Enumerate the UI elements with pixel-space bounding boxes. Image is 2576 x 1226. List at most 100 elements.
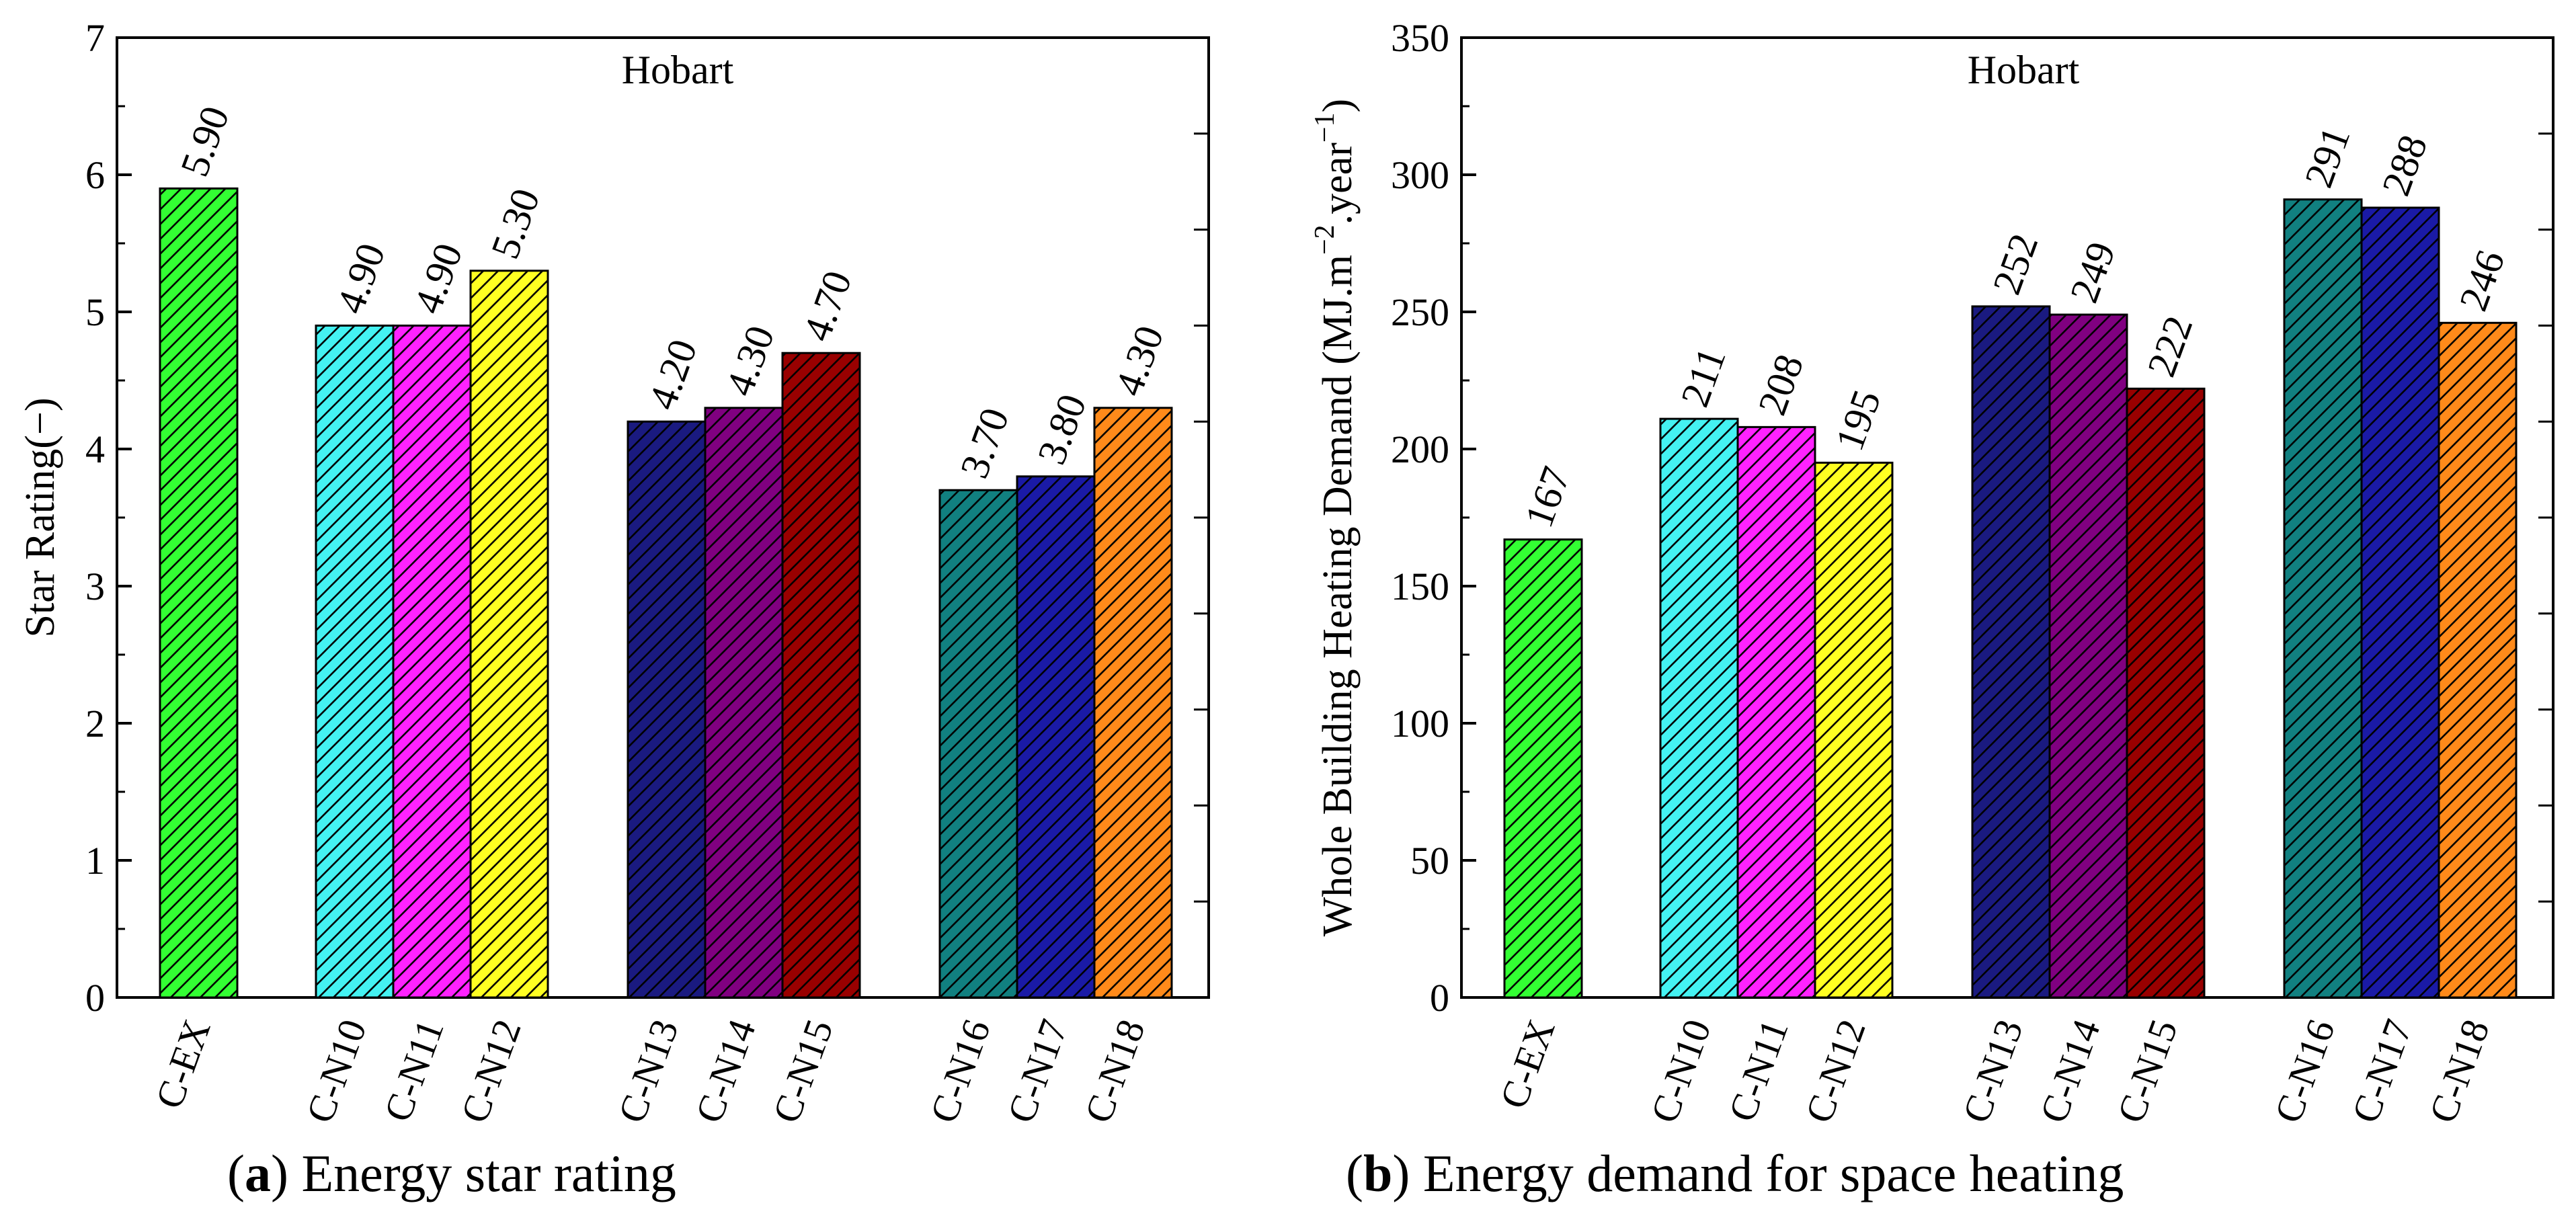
caption-b: (b) Energy demand for space heating — [1346, 1144, 2124, 1202]
y-axis-ticks-a: 0 1 2 3 4 5 6 7 — [85, 16, 1209, 1020]
bar-outline — [2438, 321, 2518, 999]
bar-c-n11 — [1736, 425, 1816, 999]
data-label: 222 — [2139, 311, 2202, 382]
data-label: 4.90 — [328, 238, 394, 319]
y-tick-label: 3 — [85, 565, 105, 608]
bar-outline — [627, 420, 707, 999]
x-tick-label: C-N18 — [2421, 1014, 2498, 1129]
bar-c-n17 — [1016, 475, 1096, 999]
x-tick-label: C-N11 — [375, 1014, 452, 1127]
bar-c-n10 — [315, 324, 395, 999]
bars-a: 5.904.90 4.905.304.20 4.304.703.70 3.804.30 — [159, 101, 1173, 999]
bar-outline — [469, 270, 549, 999]
data-label: 5.30 — [483, 183, 549, 264]
y-axis-ticks-b: 0 50 100 150 200 250 300 350 — [1391, 16, 2553, 1020]
x-tick-label: C-N12 — [452, 1014, 530, 1129]
bar-outline — [704, 407, 784, 999]
bar-c-n11 — [392, 324, 472, 999]
caption-a: (a) Energy star rating — [227, 1144, 676, 1202]
data-label: 4.30 — [1106, 320, 1172, 401]
x-axis-labels-a: C-EX C-N10 C-N11 C-N12 C-N13 C-N14 C-N15 C-N16 C… — [147, 1014, 1153, 1129]
data-label: 3.80 — [1029, 389, 1095, 470]
bar-outline — [781, 352, 861, 999]
bar-outline — [315, 324, 395, 999]
x-tick-label: C-N13 — [610, 1014, 687, 1129]
chart-title-a: Hobart — [622, 48, 734, 92]
x-tick-label: C-N16 — [922, 1014, 999, 1129]
y-tick-label: 200 — [1391, 427, 1449, 471]
bar-outline — [1971, 305, 2051, 999]
bar-c-n13 — [1971, 305, 2051, 999]
bar-c-n17 — [2360, 206, 2440, 999]
panel-b-heating-demand: Hobart Whole Building Heating Demand (MJ… — [1310, 16, 2554, 1202]
bar-outline — [159, 187, 239, 999]
y-tick-label: 100 — [1391, 702, 1449, 745]
bar-c-n18 — [2438, 321, 2518, 999]
y-tick-label: 300 — [1391, 153, 1449, 197]
y-tick-label: 0 — [1430, 976, 1449, 1020]
y-tick-label: 7 — [85, 16, 105, 60]
y-tick-label: 5 — [85, 290, 105, 334]
y-tick-label: 50 — [1410, 839, 1449, 883]
x-tick-label: C-N15 — [764, 1014, 842, 1129]
bar-c-n10 — [1659, 417, 1739, 999]
x-tick-label: C-N11 — [1720, 1014, 1796, 1127]
x-tick-label: C-N17 — [999, 1014, 1076, 1129]
y-tick-label: 1 — [85, 839, 105, 883]
bar-outline — [2283, 198, 2363, 999]
data-label: 249 — [2062, 236, 2124, 308]
y-axis-label-b: Whole Building Heating Demand (MJ.m−2.ye… — [1310, 99, 1361, 936]
data-label: 291 — [2296, 121, 2359, 193]
x-tick-label: C-N14 — [2031, 1014, 2109, 1129]
data-label: 3.70 — [952, 402, 1018, 483]
bar-c-n14 — [704, 407, 784, 999]
data-label: 4.90 — [405, 238, 471, 319]
data-label: 288 — [2374, 129, 2436, 201]
bar-outline — [2048, 313, 2128, 999]
bar-outline — [938, 489, 1018, 999]
data-label: 195 — [1827, 384, 1890, 456]
bar-outline — [1814, 461, 1894, 999]
bar-outline — [1093, 407, 1173, 999]
x-tick-label: C-N14 — [687, 1014, 764, 1129]
bar-c-n13 — [627, 420, 707, 999]
x-tick-label: C-N17 — [2343, 1014, 2421, 1129]
bar-outline — [1659, 417, 1739, 999]
bar-c-n12 — [469, 270, 549, 999]
y-tick-label: 4 — [85, 427, 105, 471]
x-tick-label: C-N13 — [1954, 1014, 2031, 1129]
data-label: 211 — [1673, 342, 1734, 413]
bar-outline — [392, 324, 472, 999]
y-axis-label-a: Star Rating(−) — [17, 398, 63, 638]
x-tick-label: C-N12 — [1797, 1014, 1874, 1129]
data-label: 167 — [1517, 461, 1579, 533]
data-label: 252 — [1984, 228, 2047, 300]
y-tick-label: 350 — [1391, 16, 1449, 60]
bar-c-n12 — [1814, 461, 1894, 999]
data-label: 208 — [1750, 349, 1812, 421]
bar-outline — [2126, 387, 2206, 999]
y-tick-label: 150 — [1391, 565, 1449, 608]
x-tick-label: C-N10 — [298, 1014, 375, 1129]
bar-c-n16 — [938, 489, 1018, 999]
y-tick-label: 0 — [85, 976, 105, 1020]
data-label: 4.20 — [640, 333, 706, 415]
x-tick-label: C-EX — [147, 1014, 218, 1114]
bar-outline — [1736, 425, 1816, 999]
y-tick-label: 6 — [85, 153, 105, 197]
bar-outline — [1503, 538, 1583, 999]
bar-c-ex — [1503, 538, 1583, 999]
data-label: 5.90 — [172, 101, 238, 182]
x-tick-label: C-EX — [1491, 1014, 1563, 1114]
data-label: 4.70 — [795, 265, 860, 346]
y-tick-label: 250 — [1391, 290, 1449, 334]
x-tick-label: C-N15 — [2109, 1014, 2186, 1129]
bar-c-n16 — [2283, 198, 2363, 999]
y-tick-label: 2 — [85, 702, 105, 745]
bar-outline — [1016, 475, 1096, 999]
x-tick-label: C-N16 — [2266, 1014, 2343, 1129]
data-label: 246 — [2451, 245, 2513, 317]
